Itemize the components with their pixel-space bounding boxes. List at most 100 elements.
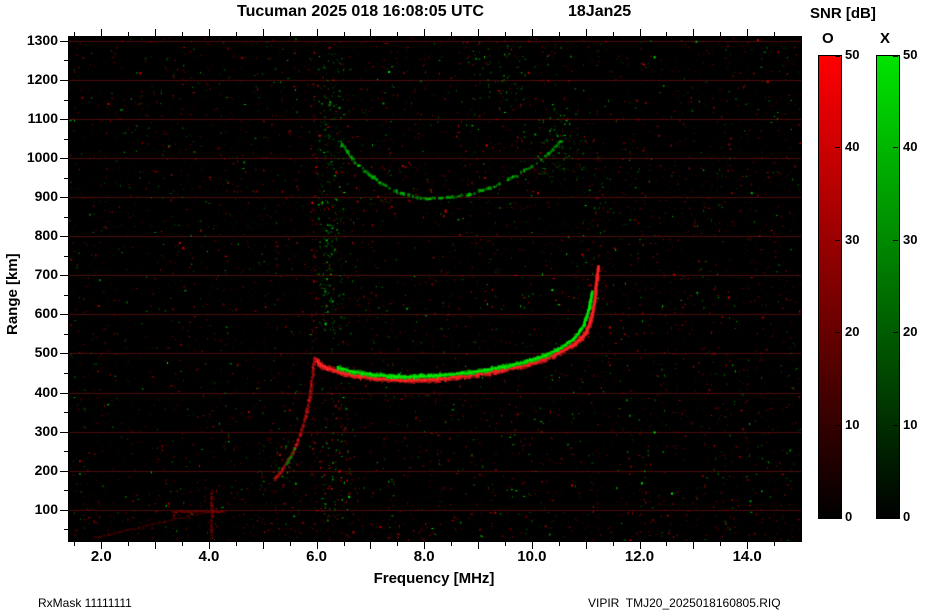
- x-top-tick: [370, 29, 372, 36]
- colorbar-tick: [893, 332, 898, 334]
- x-tick: [585, 542, 587, 549]
- x-minor-tick: [343, 542, 345, 546]
- x-top-tick: [639, 29, 641, 36]
- x-minor-tick: [289, 542, 291, 546]
- x-colorbar: [876, 55, 900, 519]
- x-minor-tick: [666, 542, 668, 546]
- o-colorbar: [818, 55, 842, 519]
- colorbar-title: SNR [dB]: [810, 5, 876, 22]
- x-tick: [747, 542, 749, 549]
- colorbar-tick-label: 20: [903, 324, 918, 340]
- y-tick-label: 300: [34, 422, 58, 439]
- y-tick: [60, 158, 68, 160]
- colorbar-tick-label: 50: [903, 47, 918, 62]
- colorbar-tick-label: 40: [903, 139, 918, 155]
- x-minor-tick: [74, 542, 76, 546]
- y-tick-label: 600: [34, 305, 58, 322]
- x-tick-label: 2.0: [90, 548, 112, 565]
- y-minor-tick: [64, 177, 68, 179]
- y-tick-label: 700: [34, 266, 58, 283]
- colorbar-tick: [893, 56, 898, 57]
- colorbar-tick-label: 10: [903, 416, 918, 432]
- y-tick: [60, 470, 68, 472]
- y-tick: [60, 197, 68, 199]
- x-top-tick: [101, 29, 103, 36]
- x-tick: [262, 542, 264, 549]
- x-top-minor-tick: [397, 32, 399, 36]
- y-tick-label: 400: [34, 383, 58, 400]
- x-tick: [155, 542, 157, 549]
- y-minor-tick: [64, 294, 68, 296]
- colorbar-tick: [835, 239, 840, 241]
- x-minor-tick: [397, 542, 399, 546]
- colorbar-tick-label: 20: [845, 324, 860, 340]
- x-top-minor-tick: [128, 32, 130, 36]
- colorbar-tick-label: 40: [845, 139, 860, 155]
- x-top-tick: [316, 29, 318, 36]
- x-top-tick: [155, 29, 157, 36]
- x-minor-tick: [451, 542, 453, 546]
- x-minor-tick: [774, 542, 776, 546]
- colorbar-tick: [893, 147, 898, 149]
- x-mode-label: X: [880, 30, 891, 47]
- x-tick: [693, 542, 695, 549]
- y-minor-tick: [64, 412, 68, 414]
- y-minor-tick: [64, 333, 68, 335]
- colorbar-tick-label: 10: [845, 416, 860, 432]
- x-top-minor-tick: [666, 32, 668, 36]
- x-top-minor-tick: [774, 32, 776, 36]
- colorbar-tick: [835, 56, 840, 57]
- x-minor-tick: [235, 542, 237, 546]
- x-top-tick: [747, 29, 749, 36]
- x-top-minor-tick: [558, 32, 560, 36]
- ionogram-plot: [68, 36, 802, 542]
- y-tick-label: 1200: [26, 70, 58, 87]
- x-top-tick: [478, 29, 480, 36]
- colorbar-tick: [835, 424, 840, 426]
- y-minor-tick: [64, 216, 68, 218]
- x-top-minor-tick: [74, 32, 76, 36]
- page-title: Tucuman 2025 018 16:08:05 UTC: [237, 3, 484, 20]
- x-top-tick: [262, 29, 264, 36]
- x-top-tick: [693, 29, 695, 36]
- x-tick-label: 12.0: [624, 548, 655, 565]
- y-tick: [60, 79, 68, 81]
- y-minor-tick: [64, 490, 68, 492]
- y-minor-tick: [64, 60, 68, 62]
- x-top-minor-tick: [720, 32, 722, 36]
- x-axis-label: Frequency [MHz]: [373, 570, 495, 587]
- y-tick-label: 800: [34, 227, 58, 244]
- y-minor-tick: [64, 451, 68, 453]
- y-axis-label: Range [km]: [4, 253, 21, 335]
- colorbar-tick: [835, 147, 840, 149]
- x-top-tick: [585, 29, 587, 36]
- colorbar-tick: [893, 516, 898, 517]
- y-tick-label: 200: [34, 461, 58, 478]
- x-top-tick: [531, 29, 533, 36]
- x-tick: [531, 542, 533, 549]
- y-minor-tick: [64, 529, 68, 531]
- y-tick: [60, 392, 68, 394]
- ionogram-canvas: [69, 37, 801, 541]
- colorbar-tick: [835, 332, 840, 334]
- x-top-minor-tick: [235, 32, 237, 36]
- colorbar-tick: [893, 424, 898, 426]
- x-tick: [639, 542, 641, 549]
- y-tick: [60, 509, 68, 511]
- y-tick-label: 1000: [26, 149, 58, 166]
- y-tick: [60, 431, 68, 433]
- x-tick-label: 10.0: [517, 548, 547, 565]
- y-minor-tick: [64, 99, 68, 101]
- colorbar-tick-label: 30: [845, 231, 860, 247]
- x-top-tick: [424, 29, 426, 36]
- x-top-minor-tick: [612, 32, 614, 36]
- colorbar-tick-label: 50: [845, 47, 860, 62]
- x-minor-tick: [182, 542, 184, 546]
- y-minor-tick: [64, 255, 68, 257]
- data-file-name: VIPIR TMJ20_2025018160805.RIQ: [588, 596, 781, 610]
- x-top-minor-tick: [182, 32, 184, 36]
- x-minor-tick: [558, 542, 560, 546]
- x-top-minor-tick: [504, 32, 506, 36]
- x-tick: [478, 542, 480, 549]
